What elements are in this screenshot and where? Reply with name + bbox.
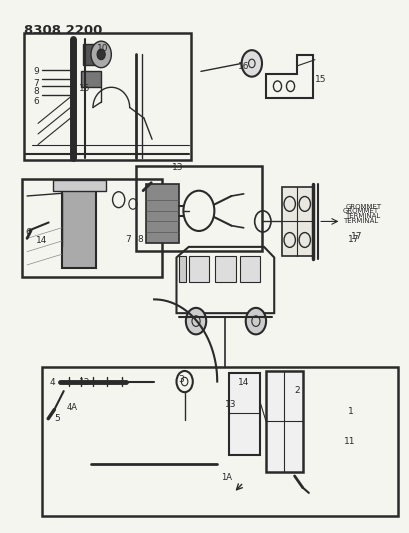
Text: 6: 6 — [25, 228, 31, 237]
Text: 8308 2200: 8308 2200 — [24, 23, 102, 37]
Text: GROMMET: GROMMET — [342, 208, 378, 214]
Text: 13: 13 — [225, 400, 236, 409]
Circle shape — [97, 49, 105, 60]
Circle shape — [245, 308, 265, 334]
Text: 15: 15 — [314, 75, 326, 84]
Bar — [83, 44, 105, 65]
Bar — [81, 71, 101, 87]
Bar — [265, 371, 302, 472]
Text: 5: 5 — [54, 414, 60, 423]
Bar — [239, 256, 259, 282]
Text: 4: 4 — [49, 378, 55, 387]
Text: 17: 17 — [347, 235, 358, 244]
Bar — [178, 256, 185, 282]
Text: 1A: 1A — [221, 473, 232, 482]
Bar — [188, 256, 209, 282]
Bar — [229, 373, 259, 455]
Circle shape — [241, 50, 261, 77]
Text: 15: 15 — [79, 84, 90, 93]
Text: 7: 7 — [33, 79, 39, 88]
Bar — [146, 184, 178, 243]
Text: 14: 14 — [237, 378, 248, 387]
Text: 3: 3 — [178, 375, 184, 384]
Bar — [24, 33, 190, 160]
Text: GROMMET: GROMMET — [345, 204, 381, 210]
Bar — [61, 183, 96, 268]
Text: 8: 8 — [33, 87, 39, 96]
Bar — [22, 179, 162, 277]
Text: 8: 8 — [137, 235, 143, 244]
Text: 13: 13 — [172, 163, 184, 172]
Circle shape — [91, 41, 111, 68]
Text: 11: 11 — [343, 437, 354, 446]
Text: TERMINAL: TERMINAL — [345, 214, 380, 220]
Text: 6: 6 — [33, 97, 39, 106]
Text: 4A: 4A — [66, 403, 77, 413]
Circle shape — [185, 308, 206, 334]
Text: 1: 1 — [347, 407, 353, 416]
Text: TERMINAL: TERMINAL — [342, 217, 377, 224]
Text: 2: 2 — [294, 386, 299, 395]
Text: 10: 10 — [97, 44, 108, 53]
Text: 14: 14 — [36, 236, 47, 245]
Text: 12: 12 — [79, 378, 90, 387]
Bar — [282, 187, 312, 256]
Text: 7: 7 — [125, 235, 131, 244]
Text: 17: 17 — [350, 232, 362, 241]
Bar — [135, 166, 261, 251]
Text: 16: 16 — [237, 62, 249, 71]
Bar — [42, 367, 398, 516]
Bar — [215, 256, 235, 282]
Bar — [53, 180, 106, 191]
Text: 9: 9 — [33, 67, 39, 76]
